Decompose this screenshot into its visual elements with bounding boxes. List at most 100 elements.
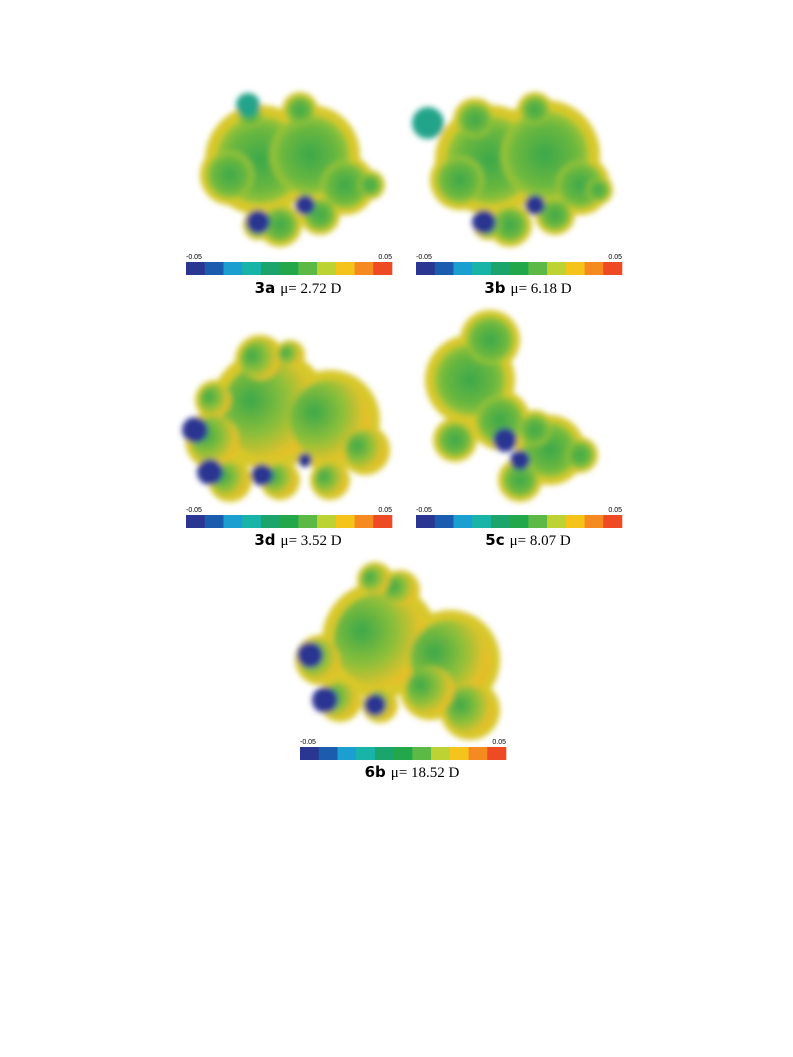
color-swatch <box>373 515 393 528</box>
color-swatch <box>490 515 510 528</box>
color-swatch <box>300 747 320 760</box>
negative-lobe <box>525 195 545 215</box>
caption: 3d μ= 3.52 D <box>254 531 341 549</box>
color-swatch <box>318 747 338 760</box>
negative-lobe <box>298 453 312 467</box>
surface-core <box>519 414 551 446</box>
color-swatch <box>565 262 585 275</box>
color-swatch <box>584 262 604 275</box>
color-swatch <box>204 515 224 528</box>
color-swatch <box>260 262 280 275</box>
color-swatch <box>449 747 469 760</box>
surface-core <box>345 430 385 470</box>
scale-max: 0.05 <box>608 507 622 514</box>
color-swatch <box>528 515 548 528</box>
color-swatch <box>335 262 355 275</box>
surface-core <box>446 686 494 734</box>
negative-lobe <box>251 464 273 486</box>
color-swatch <box>298 262 318 275</box>
panel: -0.05 0.05 6b μ= 18.52 D <box>295 562 507 781</box>
surface-core <box>285 95 315 125</box>
dipole-moment: μ= 6.18 D <box>511 281 572 297</box>
surface-core <box>492 207 528 243</box>
color-swatch <box>547 262 567 275</box>
surface-core <box>502 462 538 498</box>
compound-label: 3a <box>255 279 276 297</box>
color-swatch <box>242 515 262 528</box>
color-swatch <box>317 515 337 528</box>
color-swatch <box>565 515 585 528</box>
potential-map <box>200 92 385 247</box>
negative-lobe <box>197 459 223 485</box>
panel: -0.05 0.05 3b μ= 6.18 D <box>412 92 623 297</box>
scale-max: 0.05 <box>378 254 392 261</box>
potential-map <box>412 92 613 247</box>
negative-lobe <box>246 210 270 234</box>
color-swatch <box>260 515 280 528</box>
color-swatch <box>279 515 299 528</box>
dipole-moment: μ= 8.07 D <box>510 533 571 549</box>
negative-lobe <box>312 687 338 713</box>
caption: 5c μ= 8.07 D <box>485 531 571 549</box>
potential-map <box>182 335 390 502</box>
surface-core <box>406 666 454 714</box>
scale-min: -0.05 <box>300 739 316 746</box>
surface-core <box>520 95 550 125</box>
color-swatch <box>472 515 492 528</box>
caption: 6b μ= 18.52 D <box>365 763 460 781</box>
scale-max: 0.05 <box>378 507 392 514</box>
color-swatch <box>490 262 510 275</box>
caption: 3b μ= 6.18 D <box>484 279 571 297</box>
color-swatch <box>472 262 492 275</box>
surface-core <box>321 161 369 209</box>
panel: -0.05 0.05 3a μ= 2.72 D <box>186 92 393 297</box>
color-swatch <box>373 262 393 275</box>
color-swatch <box>242 262 262 275</box>
surface-core <box>384 574 416 606</box>
negative-lobe <box>364 694 386 716</box>
color-swatch <box>354 515 374 528</box>
surface-core <box>437 422 473 458</box>
color-swatch <box>204 262 224 275</box>
negative-lobe <box>182 417 208 443</box>
compound-label: 5c <box>485 531 504 549</box>
dipole-moment: μ= 2.72 D <box>280 281 341 297</box>
negative-lobe <box>297 642 323 668</box>
color-swatch <box>279 262 299 275</box>
color-swatch <box>354 262 374 275</box>
color-swatch <box>528 262 548 275</box>
surface-core <box>278 343 302 367</box>
compound-label: 3d <box>254 531 275 549</box>
dipole-moment: μ= 3.52 D <box>281 533 342 549</box>
surface-core <box>199 384 231 416</box>
dipole-moment: μ= 18.52 D <box>391 765 460 781</box>
color-swatch <box>547 515 567 528</box>
scale-min: -0.05 <box>186 507 202 514</box>
potential-map <box>295 562 500 740</box>
color-swatch <box>337 747 357 760</box>
color-swatch <box>223 262 243 275</box>
caption: 3a μ= 2.72 D <box>255 279 342 297</box>
compound-label: 6b <box>365 763 386 781</box>
surface-core <box>586 178 610 202</box>
negative-lobe <box>295 195 315 215</box>
color-swatch <box>416 515 436 528</box>
color-swatch <box>584 515 604 528</box>
color-swatch <box>186 515 206 528</box>
surface-core <box>358 173 382 197</box>
color-swatch <box>431 747 451 760</box>
surface-core <box>262 207 298 243</box>
color-swatch <box>509 262 529 275</box>
color-swatch <box>468 747 488 760</box>
surface-core <box>360 565 390 595</box>
color-swatch <box>412 747 432 760</box>
scale-max: 0.05 <box>608 254 622 261</box>
surface-core <box>333 593 427 687</box>
color-swatch <box>453 515 473 528</box>
color-swatch <box>317 262 337 275</box>
color-swatch <box>374 747 394 760</box>
color-swatch <box>223 515 243 528</box>
color-swatch <box>416 262 436 275</box>
surface-core <box>539 199 571 231</box>
color-swatch <box>434 262 454 275</box>
